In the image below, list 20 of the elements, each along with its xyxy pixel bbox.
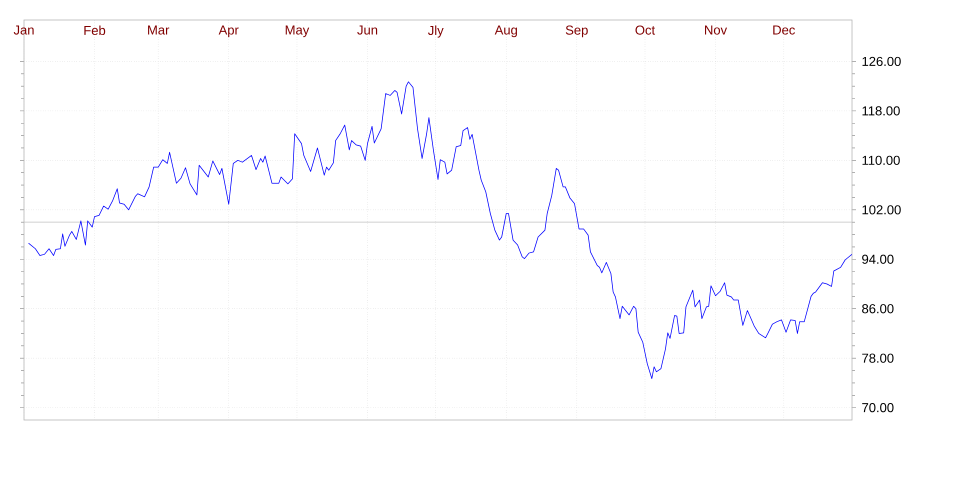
y-tick-label: 94.00 [862,254,894,264]
y-tick-label: 118.00 [862,106,900,116]
x-tick-label: Feb [84,26,106,36]
x-tick-label: Aug [494,26,517,38]
y-tick-label: 78.00 [862,354,894,363]
x-tick-label: Jun [357,26,378,35]
x-tick-label: Nov [705,26,728,35]
y-tick-label: 110.00 [862,156,900,165]
x-tick-label: Jan [14,26,34,35]
x-tick-label: May [286,26,310,38]
y-tick-label: 86.00 [862,304,894,314]
x-tick-label: Oct [636,26,656,35]
y-tick-label: 126.00 [862,56,901,66]
x-tick-label: Sep [566,26,588,38]
x-tick-label: Apr [218,26,239,38]
x-tick-label: Jly [428,26,444,38]
y-tick-label: 102.00 [862,205,901,214]
y-tick-label: 70.00 [862,403,894,412]
x-tick-label: Dec [773,26,795,35]
x-tick-label: Mar [148,26,170,35]
